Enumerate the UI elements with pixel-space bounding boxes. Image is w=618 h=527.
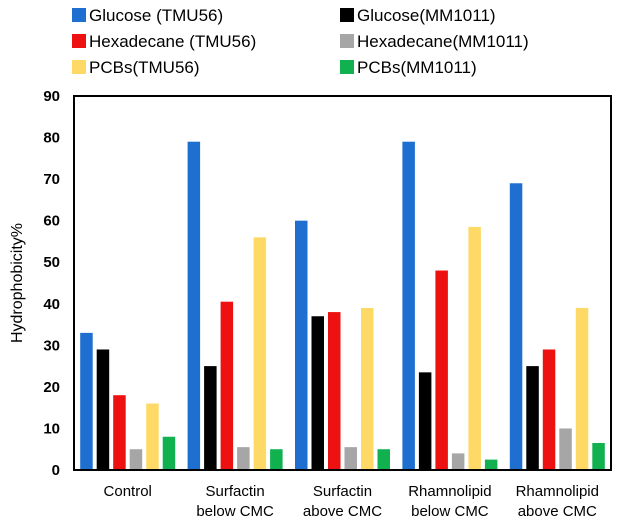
legend-swatch (340, 34, 354, 48)
bar (526, 366, 539, 470)
x-category-label-line: Surfactin (205, 483, 264, 500)
bar (187, 141, 201, 470)
x-category-label-line: Rhamnolipid (516, 483, 599, 500)
legend-label: Glucose(MM1011) (357, 6, 496, 25)
bar (418, 372, 432, 470)
y-tick-label: 80 (43, 130, 60, 147)
legend-label: Hexadecane (TMU56) (89, 32, 256, 51)
x-category-label: Surfactin above CMC (303, 483, 382, 520)
legend-label: Hexadecane(MM1011) (357, 32, 529, 51)
x-category-label-line: Control (104, 483, 152, 500)
y-tick-label: 60 (43, 213, 60, 230)
x-axis-labels: Control Surfactin below CMC Surfactin above … (104, 483, 599, 520)
y-tick-label: 50 (43, 254, 60, 271)
bar (129, 449, 143, 470)
x-category-label-line: above CMC (303, 503, 382, 520)
bar (509, 183, 523, 470)
legend-label: PCBs(TMU56) (89, 58, 200, 77)
y-tick-label: 20 (43, 379, 60, 396)
x-category-label-line: Surfactin (313, 483, 372, 500)
bar (451, 453, 465, 470)
bar (204, 366, 217, 470)
x-category-label-line: Rhamnolipid (408, 483, 491, 500)
bar (270, 449, 283, 470)
bar (484, 459, 498, 470)
bar (113, 395, 126, 470)
y-axis-title: Hydrophobicity% (9, 223, 26, 343)
y-tick-label: 0 (52, 462, 60, 479)
bar (295, 220, 308, 470)
y-tick-label: 30 (43, 337, 60, 354)
bar (402, 141, 415, 470)
x-category-label: Rhamnolipid above CMC (516, 483, 599, 520)
x-category-label: Rhamnolipid below CMC (408, 483, 491, 520)
x-category-label: Surfactin below CMC (196, 483, 274, 520)
bar (575, 307, 589, 470)
bar (468, 226, 481, 470)
bar (146, 403, 159, 470)
legend-swatch (72, 60, 86, 74)
legend-label: Glucose (TMU56) (89, 6, 223, 25)
legend: Glucose (TMU56) Glucose(MM1011) Hexadecane… (72, 6, 529, 77)
bar (344, 447, 357, 470)
bar (377, 449, 390, 470)
y-tick-label: 70 (43, 171, 60, 188)
x-category-label-line: below CMC (411, 503, 489, 520)
bar (96, 349, 110, 470)
bar (559, 428, 572, 470)
x-category-label-line: below CMC (196, 503, 274, 520)
x-category-label: Control (104, 483, 152, 500)
bar (220, 301, 234, 470)
bar (592, 442, 605, 470)
legend-swatch (72, 34, 86, 48)
legend-swatch (340, 60, 354, 74)
bar (435, 270, 448, 470)
bar (328, 312, 341, 470)
bar (162, 436, 176, 470)
y-tick-label: 10 (43, 420, 60, 437)
bar (253, 237, 267, 470)
plot-frame (73, 95, 612, 471)
bar (237, 447, 250, 470)
bar (311, 316, 324, 470)
bar (80, 332, 93, 470)
bars (80, 141, 605, 470)
bar (361, 307, 374, 470)
x-category-label-line: above CMC (518, 503, 597, 520)
y-tick-label: 90 (43, 88, 60, 105)
legend-swatch (340, 8, 354, 22)
y-tick-label: 40 (43, 296, 60, 313)
bar (542, 349, 556, 470)
legend-label: PCBs(MM1011) (357, 58, 477, 77)
legend-swatch (72, 8, 86, 22)
y-axis-ticks: 0 10 20 30 40 50 60 70 80 90 (43, 88, 60, 479)
